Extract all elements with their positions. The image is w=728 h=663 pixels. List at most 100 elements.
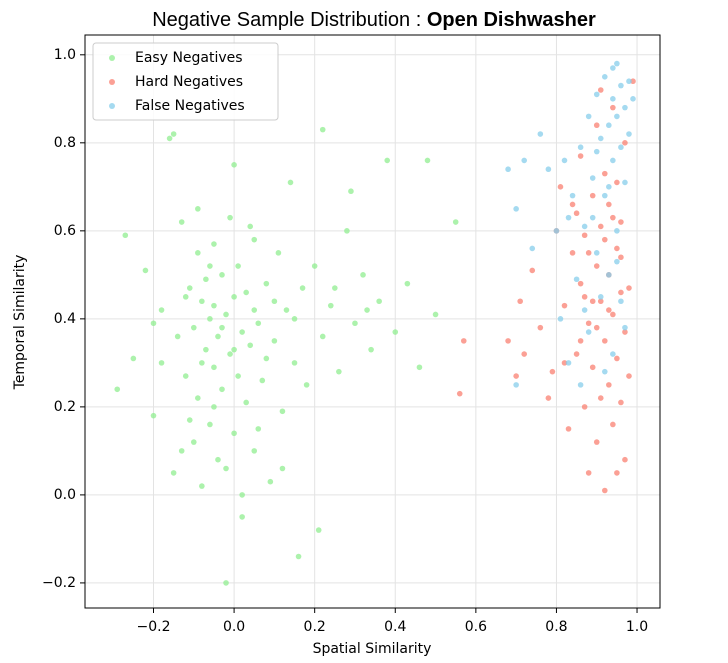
point [614, 258, 620, 265]
point [589, 364, 596, 371]
point [271, 338, 278, 344]
point [231, 430, 237, 437]
legend-label: Hard Negatives [135, 74, 243, 90]
point [585, 470, 592, 476]
point [618, 289, 624, 296]
point [517, 298, 523, 305]
point [195, 395, 201, 401]
point [581, 294, 588, 300]
point [618, 144, 624, 151]
point [186, 417, 193, 423]
point [247, 223, 254, 230]
point [291, 316, 298, 322]
point [557, 316, 564, 322]
point [178, 219, 185, 225]
point [190, 439, 197, 445]
y-tick-label: 1.0 [54, 47, 76, 63]
point [211, 302, 217, 309]
point [231, 294, 237, 300]
legend: Easy Negatives Hard Negatives False Negati… [92, 42, 279, 121]
point [199, 483, 205, 489]
point [597, 87, 604, 93]
point [195, 250, 201, 256]
point [460, 338, 467, 344]
x-tick-label: 0.4 [384, 619, 406, 635]
point [319, 333, 326, 340]
point [150, 412, 157, 419]
point [243, 289, 249, 296]
point [432, 311, 439, 318]
point [606, 201, 612, 208]
point [581, 223, 588, 230]
point [585, 250, 592, 256]
point [569, 201, 576, 208]
point [597, 294, 604, 300]
point [521, 351, 528, 357]
point [223, 465, 229, 472]
plot-frame [84, 34, 661, 609]
point [215, 333, 221, 340]
point [565, 214, 572, 221]
point [585, 329, 592, 335]
point [589, 298, 596, 305]
x-tick-label: 0.0 [223, 619, 245, 635]
point [199, 298, 205, 305]
point [211, 364, 217, 371]
point [332, 285, 338, 291]
point [593, 324, 600, 331]
point [610, 96, 616, 102]
point [239, 492, 245, 498]
point [529, 245, 536, 252]
point [114, 386, 121, 393]
point [251, 307, 258, 313]
point [593, 250, 600, 256]
point [235, 373, 241, 379]
point [593, 91, 600, 98]
point [299, 285, 306, 291]
point [243, 399, 249, 406]
point [606, 307, 612, 313]
point [589, 192, 596, 199]
point [597, 223, 604, 230]
point [219, 272, 225, 278]
point [150, 320, 157, 327]
point [618, 219, 624, 225]
point [601, 74, 608, 80]
point [601, 236, 608, 243]
point [561, 302, 568, 309]
point [614, 470, 620, 476]
point [376, 298, 382, 305]
point [614, 179, 620, 186]
point [190, 324, 197, 331]
point [622, 456, 628, 463]
point [215, 456, 221, 463]
title-emphasis: Open Dishwasher [427, 9, 596, 31]
point [223, 580, 229, 586]
point [275, 250, 282, 256]
point [231, 162, 237, 168]
point [569, 250, 576, 256]
point [630, 78, 636, 85]
point [614, 60, 620, 67]
point [223, 311, 229, 318]
point [235, 263, 241, 269]
point [577, 153, 584, 159]
point [392, 329, 399, 335]
point [287, 179, 294, 186]
point [279, 465, 286, 472]
y-tick-label: −0.2 [42, 575, 76, 591]
point [537, 324, 544, 331]
point [610, 65, 616, 71]
point [130, 355, 137, 362]
point [263, 355, 270, 362]
point [593, 122, 600, 129]
point [610, 214, 616, 221]
point [622, 179, 628, 186]
point [565, 426, 572, 432]
point [336, 368, 342, 375]
point [271, 298, 278, 305]
point [573, 210, 580, 217]
point [610, 104, 616, 111]
legend-box [92, 42, 279, 121]
point [319, 126, 326, 133]
